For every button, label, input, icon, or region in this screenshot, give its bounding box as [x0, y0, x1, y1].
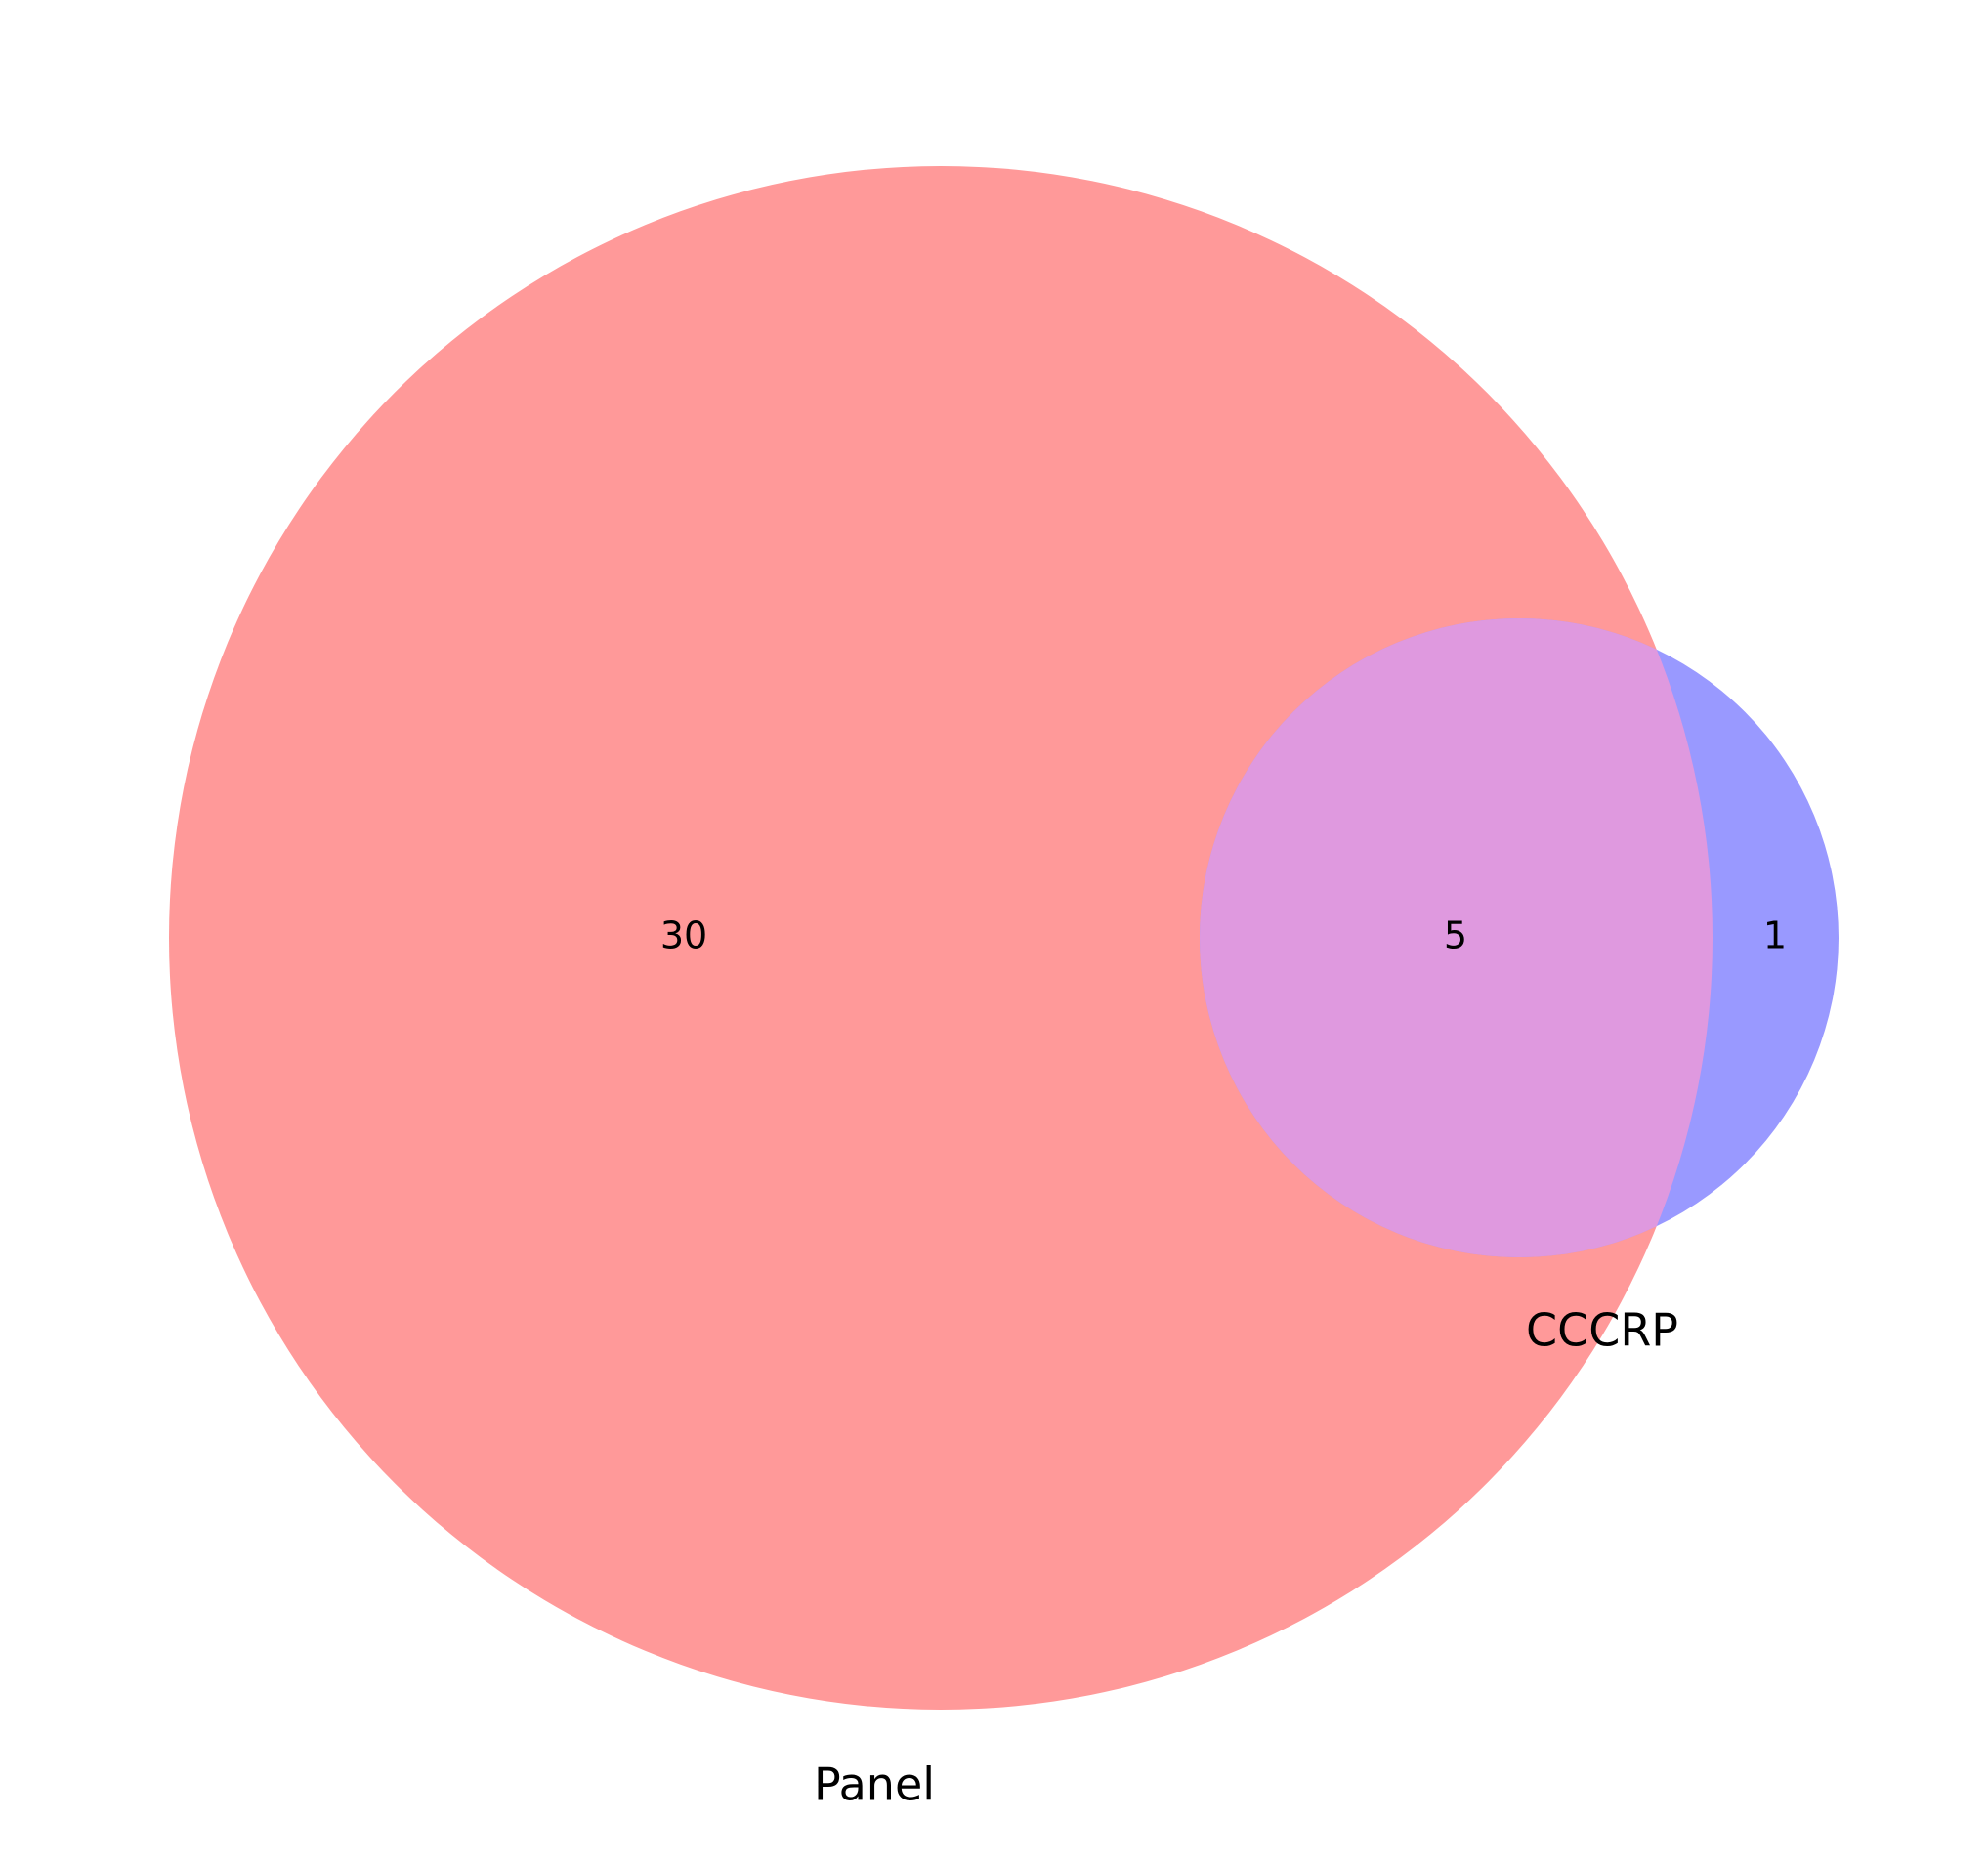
panel-set-circle	[169, 166, 1713, 1710]
cccrp-only-count: 1	[1763, 914, 1787, 957]
intersection-count: 5	[1444, 914, 1467, 957]
panel-only-count: 30	[660, 914, 707, 957]
overlap-region	[1200, 618, 1713, 1257]
cccrp-set-label: CCCRP	[1526, 1304, 1678, 1357]
panel-set-label: Panel	[814, 1758, 935, 1811]
